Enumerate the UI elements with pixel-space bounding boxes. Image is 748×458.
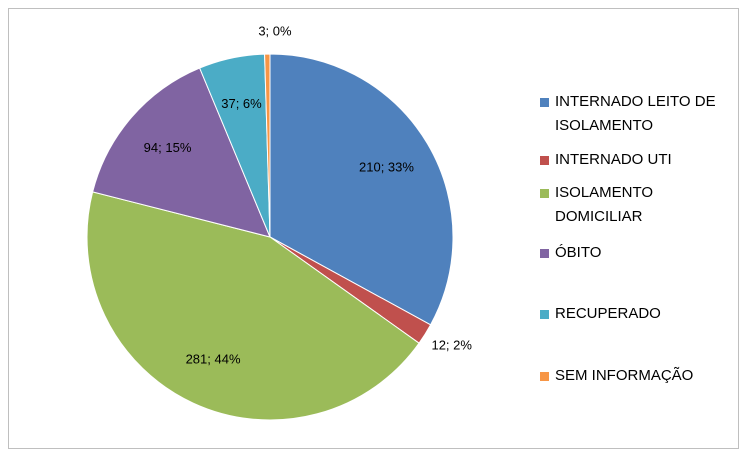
legend-item: SEM INFORMAÇÃO (540, 364, 730, 388)
legend-swatch (540, 249, 549, 258)
data-label: 281; 44% (186, 351, 241, 366)
legend-swatch (540, 372, 549, 381)
pie-slice (86, 191, 420, 421)
data-label: 210; 33% (359, 159, 414, 174)
data-label: 3; 0% (258, 23, 292, 38)
legend-item: ÓBITO (540, 241, 730, 265)
pie-slice (92, 67, 271, 238)
data-label: 12; 2% (431, 337, 472, 352)
data-label: 37; 6% (221, 96, 262, 111)
data-label: 94; 15% (144, 140, 192, 155)
legend-swatch (540, 310, 549, 319)
legend-label: ÓBITO (555, 244, 602, 261)
legend-item: ISOLAMENTO DOMICILIAR (540, 181, 730, 229)
legend-label: RECUPERADO (555, 305, 661, 322)
legend-item: INTERNADO UTI (540, 148, 730, 172)
legend-item: RECUPERADO (540, 302, 730, 326)
legend-label: ISOLAMENTO DOMICILIAR (555, 184, 654, 225)
legend-swatch (540, 98, 549, 107)
pie-slice (264, 53, 271, 238)
legend-label: INTERNADO UTI (555, 151, 672, 168)
legend-label: INTERNADO LEITO DE ISOLAMENTO (555, 93, 716, 134)
pie-slice (269, 53, 454, 326)
legend-label: SEM INFORMAÇÃO (555, 367, 694, 384)
legend-swatch (540, 189, 549, 198)
chart-frame (8, 8, 739, 449)
legend-swatch (540, 156, 549, 165)
legend-item: INTERNADO LEITO DE ISOLAMENTO (540, 90, 730, 138)
